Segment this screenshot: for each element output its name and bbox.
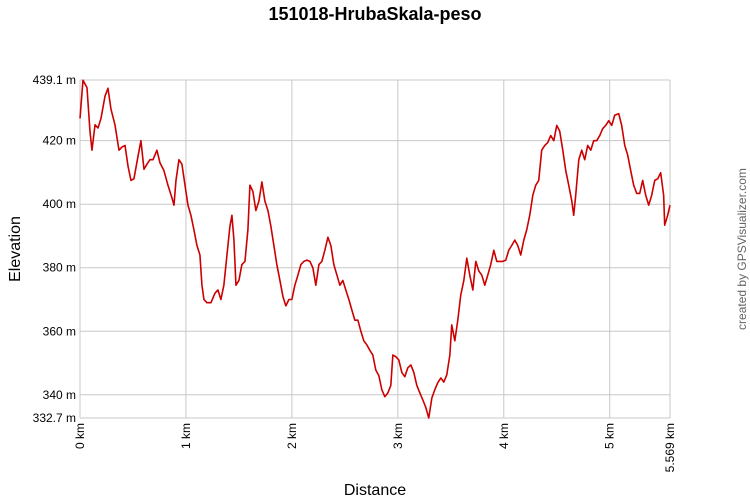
x-tick-label: 5 km	[603, 423, 617, 449]
x-tick-label: 4 km	[497, 423, 511, 449]
elevation-line	[79, 79, 671, 419]
x-tick-label: 5.569 km	[663, 423, 677, 472]
y-tick-label: 360 m	[43, 324, 76, 338]
credit: created by GPSVisualizer.com	[735, 168, 749, 330]
y-tick-label: 332.7 m	[33, 411, 76, 425]
y-tick-label: 400 m	[43, 197, 76, 211]
y-tick-label: 380 m	[43, 261, 76, 275]
x-axis-label: Distance	[344, 482, 406, 499]
y-tick-label: 420 m	[43, 134, 76, 148]
x-tick-label: 1 km	[179, 423, 193, 449]
x-tick-label: 3 km	[391, 423, 405, 449]
y-axis-label: Elevation	[7, 216, 24, 282]
y-tick-label: 340 m	[43, 388, 76, 402]
y-tick-label: 439.1 m	[33, 73, 76, 87]
x-tick-label: 0 km	[73, 423, 87, 449]
chart-title: 151018-HrubaSkala-peso	[268, 4, 481, 24]
x-tick-label: 2 km	[285, 423, 299, 449]
